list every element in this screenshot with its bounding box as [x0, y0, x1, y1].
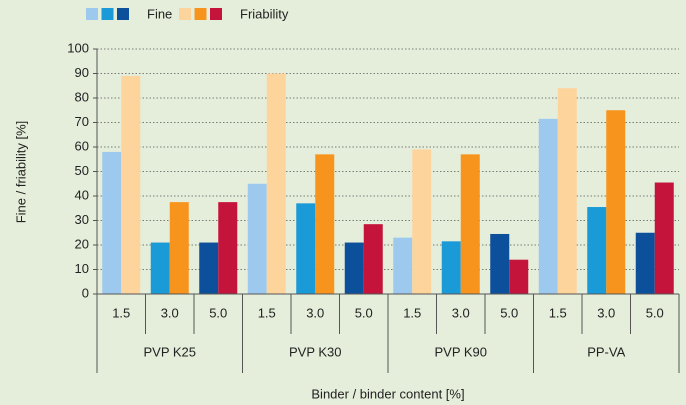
bar [654, 182, 674, 294]
legend-swatch [210, 8, 222, 20]
bar [218, 202, 238, 294]
x-tick-label: 1.5 [112, 305, 130, 320]
legend-swatch [101, 8, 114, 20]
legend-swatch [194, 8, 207, 20]
legend-swatch [117, 8, 129, 20]
x-tick-label: 5.0 [355, 305, 373, 320]
bar [169, 202, 189, 294]
bar [557, 88, 577, 294]
x-tick-label: 3.0 [597, 305, 615, 320]
bar [587, 207, 607, 294]
y-tick-label: 10 [75, 261, 89, 276]
y-tick-label: 20 [75, 236, 89, 251]
x-tick-label: 1.5 [549, 305, 567, 320]
y-tick-label: 40 [75, 187, 89, 202]
group-label: PVP K30 [289, 344, 342, 359]
y-tick-label: 90 [75, 65, 89, 80]
group-label: PVP K25 [143, 344, 196, 359]
bar [247, 183, 267, 294]
bar [266, 73, 286, 294]
legend-swatch [86, 8, 98, 20]
bar [315, 154, 335, 294]
x-tick-label: 1.5 [403, 305, 421, 320]
bar [460, 154, 480, 294]
bar [393, 237, 413, 294]
legend-swatch [179, 8, 191, 20]
x-axis-title: Binder / binder content [%] [311, 386, 464, 401]
y-tick-label: 70 [75, 114, 89, 129]
group-label: PVP K90 [434, 344, 487, 359]
y-tick-label: 0 [82, 285, 89, 300]
bar [296, 203, 316, 294]
bar [199, 242, 219, 294]
x-tick-label: 3.0 [452, 305, 470, 320]
bar [606, 110, 626, 294]
x-tick-label: 5.0 [209, 305, 227, 320]
legend-label: Fine [147, 6, 172, 21]
bar [363, 224, 383, 294]
bar [509, 259, 529, 294]
y-tick-label: 50 [75, 163, 89, 178]
bar [635, 232, 655, 294]
x-tick-label: 5.0 [646, 305, 664, 320]
group-label: PP-VA [587, 344, 625, 359]
bar [441, 241, 461, 294]
y-tick-label: 80 [75, 89, 89, 104]
bar [412, 149, 432, 294]
bar [102, 151, 122, 294]
bar [538, 118, 558, 294]
bar [150, 242, 170, 294]
y-axis-title: Fine / friability [%] [13, 121, 28, 224]
x-tick-label: 5.0 [500, 305, 518, 320]
bar [344, 242, 364, 294]
y-tick-label: 100 [67, 40, 89, 55]
y-tick-label: 60 [75, 138, 89, 153]
bar [490, 233, 510, 294]
bar [121, 75, 141, 294]
x-tick-label: 3.0 [306, 305, 324, 320]
y-tick-label: 30 [75, 212, 89, 227]
x-tick-label: 3.0 [161, 305, 179, 320]
x-tick-label: 1.5 [258, 305, 276, 320]
legend-label: Friability [240, 6, 289, 21]
